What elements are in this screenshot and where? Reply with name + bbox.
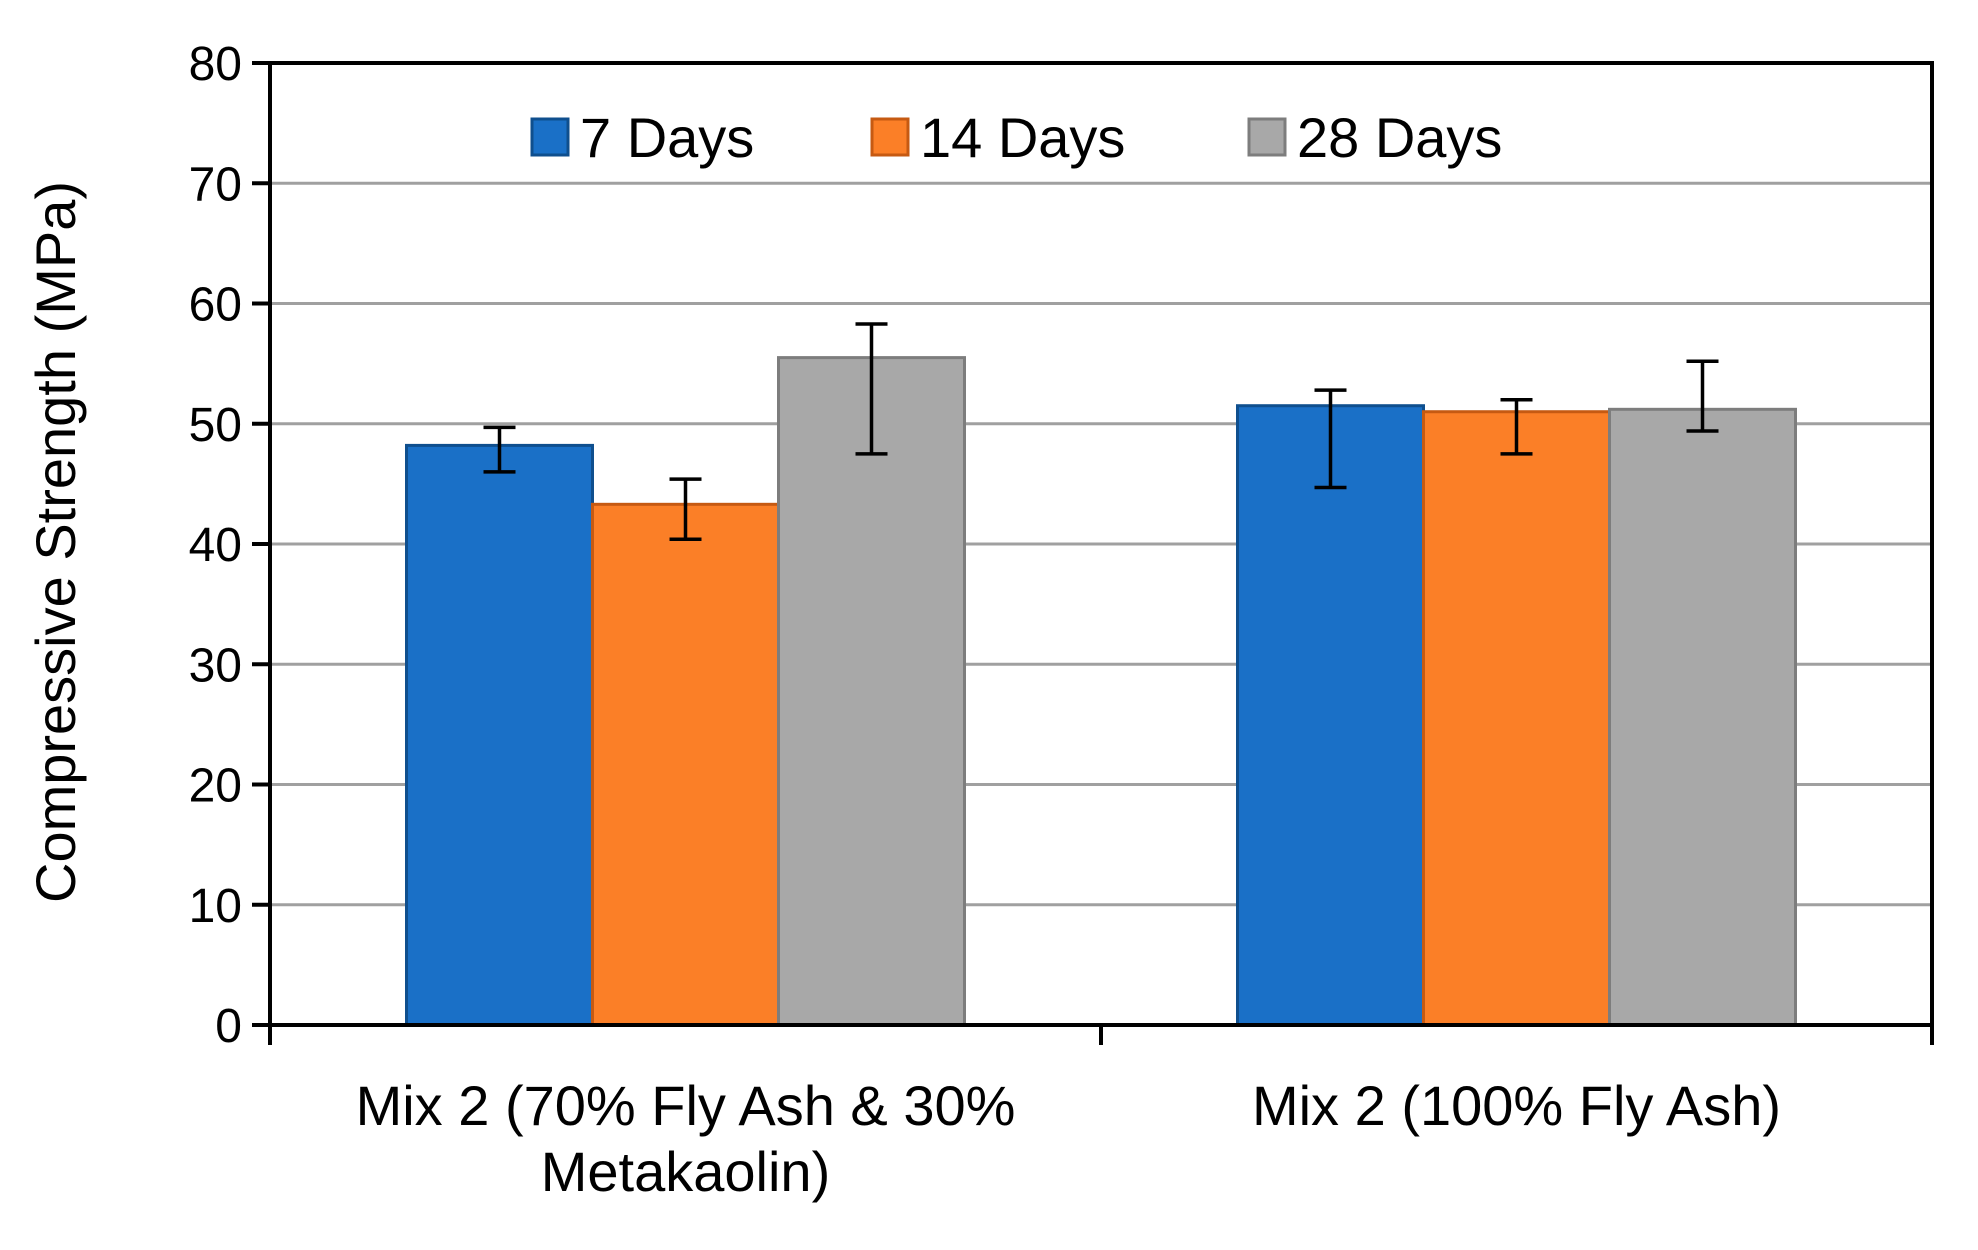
error-bars xyxy=(483,322,1719,541)
bars xyxy=(405,356,1797,1027)
legend-label-28-days: 28 Days xyxy=(1297,106,1502,169)
y-tick-label: 40 xyxy=(189,519,242,572)
tick-labels: 0 10 20 30 40 50 60 70 80 xyxy=(189,38,242,1053)
bar-28-days xyxy=(777,356,966,1027)
y-tick-label: 0 xyxy=(215,1000,242,1053)
category-label-line: Mix 2 (70% Fly Ash & 30% xyxy=(356,1074,1016,1137)
bar-14-days xyxy=(591,502,780,1027)
y-tick-label: 30 xyxy=(189,639,242,692)
y-tick-label: 50 xyxy=(189,399,242,452)
y-tick-label: 60 xyxy=(189,279,242,332)
axes xyxy=(252,61,1934,1045)
y-tick-label: 70 xyxy=(189,158,242,211)
category-labels: Mix 2 (70% Fly Ash & 30% Metakaolin)Mix 2… xyxy=(356,1074,1781,1203)
bar-28-days xyxy=(1608,407,1797,1027)
category-label-line: Mix 2 (100% Fly Ash) xyxy=(1252,1074,1781,1137)
legend-swatch-14-days xyxy=(870,117,910,157)
category-label: Mix 2 (100% Fly Ash) xyxy=(1252,1074,1781,1137)
y-tick-label: 20 xyxy=(189,760,242,813)
bar-7-days xyxy=(405,443,594,1027)
y-tick-label: 80 xyxy=(189,38,242,91)
legend: 7 Days 14 Days 28 Days xyxy=(530,106,1502,169)
legend-swatch-7-days xyxy=(530,117,570,157)
category-label: Mix 2 (70% Fly Ash & 30% Metakaolin) xyxy=(356,1074,1016,1203)
legend-label-14-days: 14 Days xyxy=(920,106,1125,169)
category-label-line: Metakaolin) xyxy=(541,1140,830,1203)
legend-swatch-28-days xyxy=(1247,117,1287,157)
bar-14-days xyxy=(1422,410,1611,1027)
y-tick-label: 10 xyxy=(189,880,242,933)
legend-label-7-days: 7 Days xyxy=(580,106,754,169)
bar-7-days xyxy=(1236,404,1425,1027)
y-axis-title: Compressive Strength (MPa) xyxy=(24,181,87,903)
